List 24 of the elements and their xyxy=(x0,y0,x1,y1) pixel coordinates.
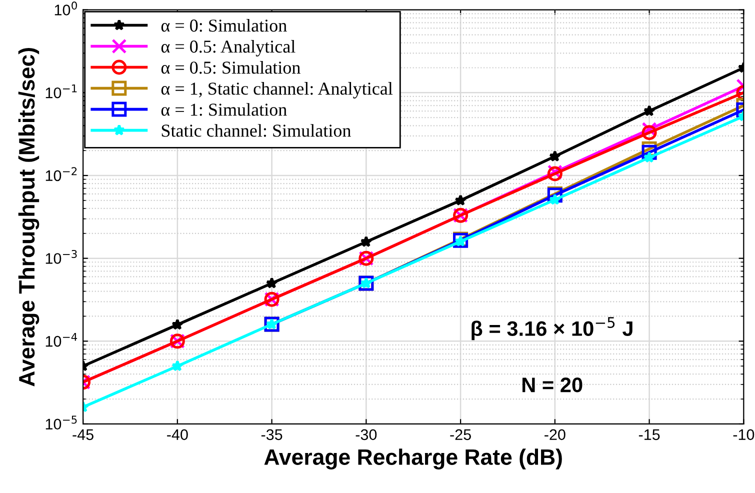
legend-label: α = 1, Static channel: Analytical xyxy=(161,82,393,98)
x-tick-label: -20 xyxy=(544,429,566,440)
legend-label: α = 1: Simulation xyxy=(161,103,287,116)
legend-label: α = 0: Simulation xyxy=(161,19,287,32)
legend-label: α = 0.5: Simulation xyxy=(161,61,300,74)
x-axis-title: Average Recharge Rate (dB) xyxy=(264,448,562,470)
y-tick-label: 10$^{−4}$ xyxy=(46,332,78,347)
x-tick-label: -45 xyxy=(72,429,94,440)
x-tick-label: -40 xyxy=(167,429,188,440)
x-tick-label: -15 xyxy=(638,429,660,440)
y-tick-label: 10$^{−2}$ xyxy=(46,167,77,182)
annotation: β = 3.16 × 10$^{−5}$ J xyxy=(472,317,632,340)
x-tick-label: -30 xyxy=(356,429,377,440)
x-tick-label: -10 xyxy=(733,429,754,440)
y-axis-title: Average Throughput (Mbits/sec) xyxy=(18,48,40,386)
legend-label: α = 0.5: Analytical xyxy=(161,40,296,56)
y-tick-label: 10$^{−1}$ xyxy=(46,84,77,98)
y-tick-label: 10$^{0}$ xyxy=(54,1,77,16)
annotation: N = 20 xyxy=(522,378,582,392)
y-tick-label: 10$^{−3}$ xyxy=(46,250,77,264)
x-tick-label: -25 xyxy=(450,429,471,440)
x-tick-label: -35 xyxy=(261,429,282,440)
y-tick-label: 10$^{−5}$ xyxy=(46,416,77,430)
legend-label: Static channel: Simulation xyxy=(162,124,351,137)
